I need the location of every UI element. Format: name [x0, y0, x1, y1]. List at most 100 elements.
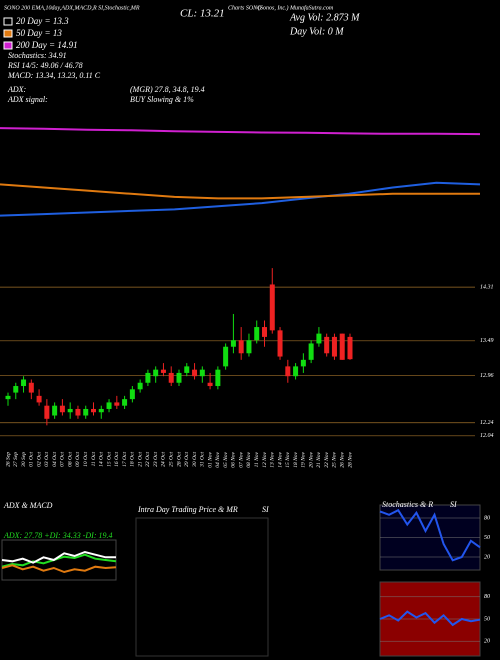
panel-subtitle: SI [450, 500, 457, 509]
candle-body [153, 369, 159, 377]
x-tick-label: 10 Oct [83, 452, 89, 467]
candle-body [5, 395, 11, 400]
candle-body [316, 333, 322, 344]
series-line [1, 553, 117, 568]
candle-body [160, 369, 166, 373]
candle-body [98, 408, 104, 413]
intraday-si: SI [262, 505, 269, 514]
y-tick-label: 20 [484, 639, 490, 645]
candle-body [199, 369, 205, 377]
x-tick-label: 03 Oct [44, 452, 50, 467]
candle-body [44, 405, 50, 419]
x-tick-label: 18 Nov [293, 451, 299, 467]
y-tick-label: 80 [484, 594, 490, 600]
x-tick-label: 19 Nov [301, 451, 307, 467]
candle-body [83, 408, 89, 416]
candle-body [52, 405, 58, 416]
x-tick-label: 11 Oct [91, 452, 97, 467]
x-tick-label: 27 Sep [13, 452, 19, 467]
candle-body [254, 327, 260, 341]
x-tick-label: 14 Oct [98, 452, 105, 467]
series-line [0, 181, 481, 217]
series-line [379, 610, 481, 627]
x-tick-label: 04 Nov [214, 451, 221, 467]
x-tick-label: 26 Nov [339, 451, 345, 467]
top-left: SONO 200 EMA,10day,ADX,MACD,R SI,Stochas… [4, 5, 140, 11]
x-tick-label: 23 Oct [153, 452, 159, 467]
x-tick-label: 22 Oct [145, 452, 151, 467]
series-line [1, 550, 116, 564]
x-tick-label: 25 Oct [168, 452, 174, 467]
legend-swatch [3, 17, 13, 26]
adx-signal-label: ADX signal: [7, 95, 48, 104]
x-tick-label: 13 Nov [270, 451, 276, 467]
candle-body [59, 405, 65, 413]
x-tick-label: 21 Oct [137, 452, 143, 467]
candle-body [137, 382, 143, 390]
candle-body [331, 336, 337, 357]
x-tick-label: 08 Oct [67, 452, 73, 467]
candle-body [347, 336, 353, 360]
y-tick-label: 50 [484, 535, 490, 541]
x-tick-label: 05 Nov [223, 451, 229, 467]
company: (Sonos, Inc.) MunafaSutra.com [258, 4, 334, 11]
macd: MACD: 13.34, 13.23, 0.11 C [7, 71, 101, 80]
candle-body [215, 369, 221, 387]
legend-swatch [3, 41, 13, 50]
x-tick-label: 07 Oct [60, 452, 66, 467]
x-tick-label: 28 Oct [176, 452, 182, 467]
panel-title: Stochastics & R [382, 500, 433, 509]
series-line [1, 564, 117, 574]
x-tick-label: 16 Oct [114, 452, 120, 467]
candle-body [176, 372, 182, 383]
x-tick-label: 30 Sep [21, 452, 27, 468]
x-tick-label: 21 Nov [316, 451, 322, 467]
y-tick-label: 13.49 [480, 337, 494, 344]
close: CL: 13.21 [180, 8, 225, 20]
stochastics: Stochastics: 34.91 [8, 51, 67, 60]
x-tick-label: 17 Oct [122, 452, 128, 467]
x-tick-label: 15 Nov [285, 451, 291, 467]
candle-body [207, 382, 213, 387]
y-tick-label: 12.24 [480, 419, 494, 426]
x-tick-label: 14 Nov [276, 451, 283, 467]
candle-body [21, 379, 27, 387]
candle-body [184, 366, 190, 373]
candle-body [285, 366, 291, 377]
candle-body [67, 408, 73, 413]
candle-body [145, 372, 151, 383]
candle-body [106, 402, 112, 409]
x-tick-label: 30 Oct [192, 452, 198, 468]
candle-body [223, 346, 229, 367]
x-tick-label: 28 Nov [347, 451, 353, 467]
candle-body [277, 330, 283, 357]
candle-body [269, 284, 275, 331]
x-tick-label: 26 Sep [5, 452, 11, 467]
candle-body [324, 336, 330, 354]
candle-body [28, 382, 34, 393]
candle-body [114, 402, 120, 406]
x-tick-label: 04 Oct [51, 452, 58, 467]
x-tick-label: 01 Oct [29, 452, 35, 467]
candle-body [129, 389, 135, 400]
intraday-title: Intra Day Trading Price & MR [137, 505, 238, 514]
day-vol: Day Vol: 0 M [289, 26, 344, 37]
candle-body [192, 369, 198, 377]
x-tick-label: 25 Nov [332, 451, 338, 467]
x-tick-label: 07 Nov [238, 451, 244, 467]
legend-entry: 200 Day = 14.91 [16, 40, 78, 50]
candle-body [246, 340, 252, 354]
candle-body [122, 399, 128, 406]
adx-values: (MGR) 27.8, 34.8, 19.4 [130, 85, 205, 94]
x-tick-label: 24 Oct [160, 452, 167, 467]
rsi: RSI 14/5: 49.06 / 46.78 [7, 61, 83, 70]
series-line [379, 508, 481, 562]
candle-body [300, 359, 306, 367]
candle-body [36, 395, 42, 403]
series-line [0, 183, 480, 200]
adx-text: ADX: 27.78 +DI: 34.33 -DI: 19.4 [3, 531, 113, 540]
adx-signal: BUY Slowing & 1% [130, 95, 194, 104]
candle-body [339, 333, 345, 360]
legend-entry: 20 Day = 13.3 [16, 16, 69, 26]
